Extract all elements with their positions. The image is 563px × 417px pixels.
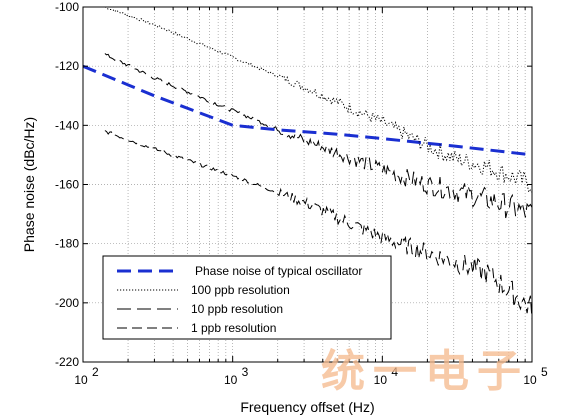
x-tick-exponent: 2 [92, 365, 99, 379]
grid-lines [82, 6, 532, 363]
watermark-text: 统一电子 [321, 346, 529, 397]
legend-label: 10 ppb resolution [191, 302, 283, 316]
x-tick-label: 10 [523, 373, 537, 387]
x-tick-label: 10 [224, 373, 238, 387]
series-line-2 [104, 53, 533, 219]
series-line-1 [104, 6, 533, 194]
legend-label: 100 ppb resolution [191, 283, 290, 297]
series-layer [82, 6, 533, 320]
x-axis-label: Frequency offset (Hz) [240, 399, 374, 415]
series-line-0 [82, 64, 533, 157]
y-tick-label: -120 [55, 59, 79, 73]
legend-label: Phase noise of typical oscillator [195, 264, 362, 278]
y-tick-label: -140 [55, 118, 79, 132]
x-tick-label: 10 [374, 373, 388, 387]
x-tick-exponent: 5 [541, 365, 548, 379]
legend: Phase noise of typical oscillator 100 ppb… [102, 255, 392, 340]
y-tick-label: -200 [55, 296, 79, 310]
y-tick-label: -100 [55, 0, 79, 14]
x-tick-label: 10 [74, 373, 88, 387]
y-tick-label: -220 [55, 355, 79, 369]
series-line-3 [104, 130, 533, 320]
tick-marks [82, 6, 532, 363]
legend-label: 1 ppb resolution [191, 321, 276, 335]
y-tick-label: -180 [55, 237, 79, 251]
y-axis-label: Phase noise (dBc/Hz) [21, 117, 37, 252]
x-tick-exponent: 4 [391, 365, 398, 379]
x-tick-exponent: 3 [242, 365, 249, 379]
y-tick-label: -160 [55, 178, 79, 192]
